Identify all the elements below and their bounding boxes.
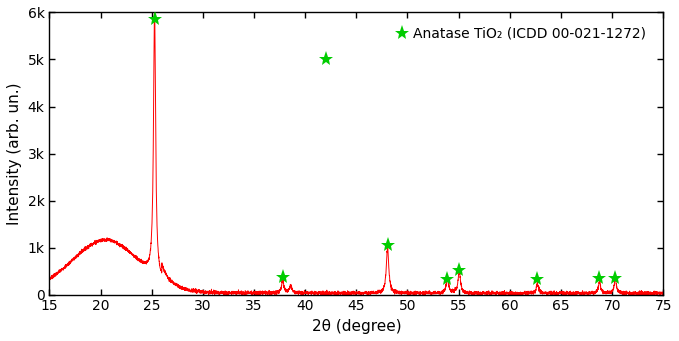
Y-axis label: Intensity (arb. un.): Intensity (arb. un.) [7,82,22,225]
Legend: Anatase TiO₂ (ICDD 00-021-1272): Anatase TiO₂ (ICDD 00-021-1272) [392,22,650,45]
X-axis label: 2θ (degree): 2θ (degree) [312,319,401,334]
